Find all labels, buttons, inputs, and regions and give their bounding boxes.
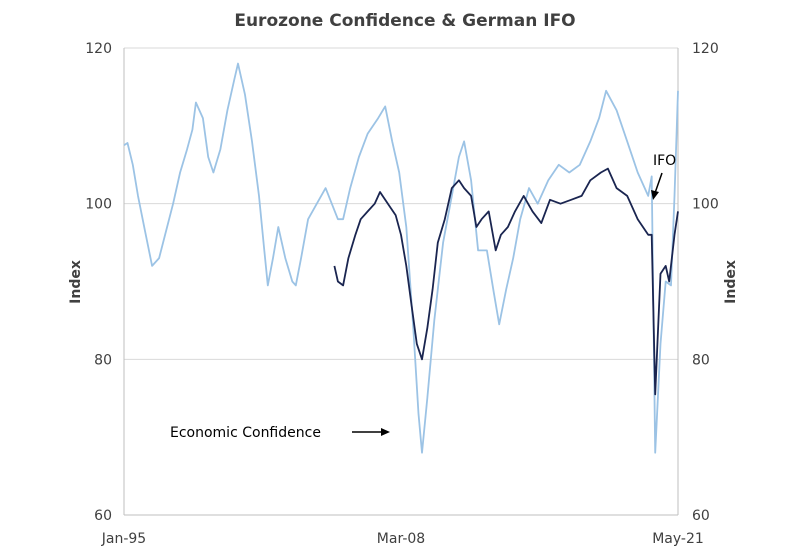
annotation-arrow-economic-confidence xyxy=(352,428,390,436)
y-tick-label-right: 120 xyxy=(692,41,719,57)
y-axis-label-right: Index xyxy=(723,260,739,304)
x-tick-label: Jan-95 xyxy=(101,531,146,547)
series-line-economic-confidence xyxy=(123,62,679,454)
y-tick-label-right: 100 xyxy=(692,197,719,213)
y-tick-label-left: 120 xyxy=(85,41,112,57)
y-tick-label-right: 60 xyxy=(692,508,710,524)
x-ticks: Jan-95 Mar-08 May-21 xyxy=(101,531,704,547)
y-tick-label-left: 100 xyxy=(85,197,112,213)
series-line-ifo xyxy=(333,167,679,396)
x-tick-label: May-21 xyxy=(652,531,704,547)
annotation-ifo: IFO xyxy=(653,153,676,169)
annotation-economic-confidence: Economic Confidence xyxy=(170,425,321,441)
y-tick-label-right: 80 xyxy=(692,352,710,368)
x-tick-label: Mar-08 xyxy=(377,531,425,547)
gridlines xyxy=(124,47,678,360)
y-ticks-right: 60 80 100 120 xyxy=(692,41,719,524)
y-axis-label-left: Index xyxy=(68,260,84,304)
y-ticks-left: 60 80 100 120 xyxy=(85,41,112,524)
y-tick-label-left: 80 xyxy=(94,352,112,368)
annotation-arrow-ifo xyxy=(651,172,663,200)
chart-title: Eurozone Confidence & German IFO xyxy=(234,11,575,31)
y-tick-label-left: 60 xyxy=(94,508,112,524)
